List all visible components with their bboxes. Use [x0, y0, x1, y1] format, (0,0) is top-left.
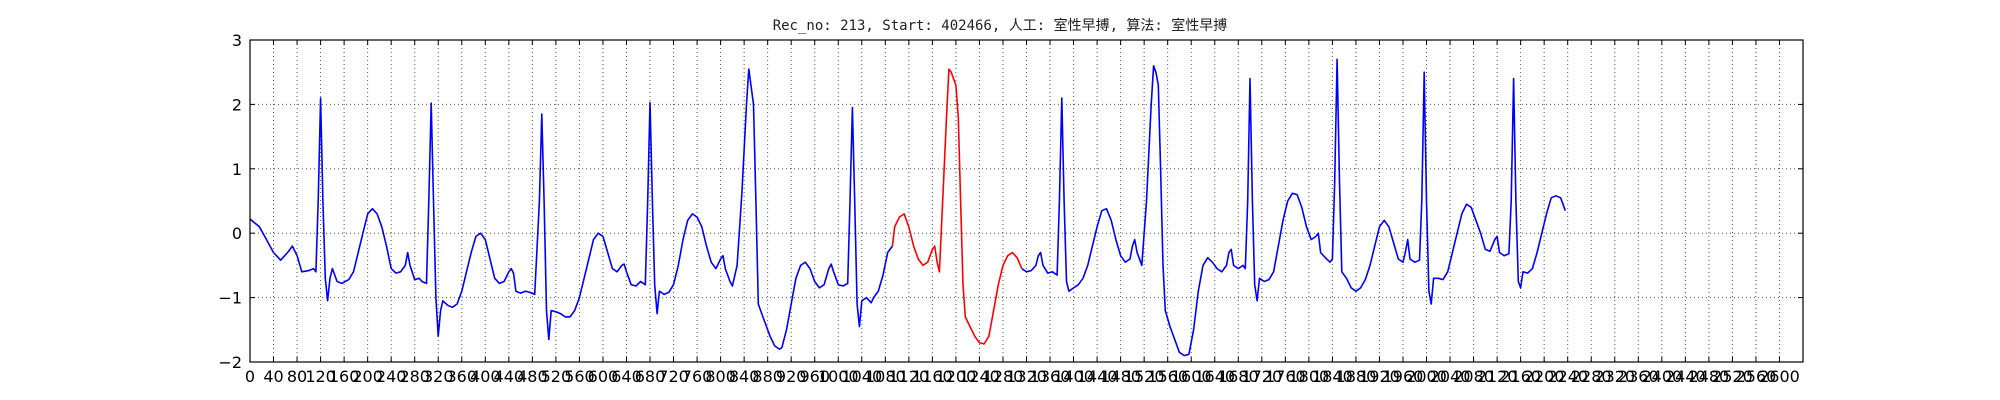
x-tick-label: 40	[263, 367, 283, 386]
x-tick-label: 960	[799, 367, 830, 386]
x-tick-label: 1160	[912, 367, 953, 386]
x-tick-label: 760	[682, 367, 713, 386]
x-tick-label: 1920	[1359, 367, 1400, 386]
chart-title: Rec_no: 213, Start: 402466, 人工: 室性早搏, 算法…	[773, 17, 1228, 34]
x-tick-label: 2520	[1712, 367, 1753, 386]
x-tick-label: 1000	[818, 367, 859, 386]
x-tick-label: 2160	[1500, 367, 1541, 386]
x-tick-label: 2120	[1477, 367, 1518, 386]
y-tick-label: −2	[218, 353, 242, 372]
x-tick-label: 400	[470, 367, 501, 386]
x-tick-label: 320	[423, 367, 454, 386]
x-tick-label: 2600	[1759, 367, 1800, 386]
x-tick-label: 560	[564, 367, 595, 386]
x-tick-label: 1400	[1053, 367, 1094, 386]
x-tick-label: 160	[329, 367, 360, 386]
x-tick-label: 1480	[1100, 367, 1141, 386]
x-tick-label: 2040	[1430, 367, 1471, 386]
x-tick-label: 680	[635, 367, 666, 386]
x-tick-label: 640	[611, 367, 642, 386]
x-tick-label: 1240	[959, 367, 1000, 386]
x-tick-label: 1280	[983, 367, 1024, 386]
x-tick-label: 1760	[1265, 367, 1306, 386]
x-tick-label: 2280	[1571, 367, 1612, 386]
y-tick-label: 1	[232, 160, 242, 179]
x-tick-label: 800	[705, 367, 736, 386]
y-tick-label: 3	[232, 31, 242, 50]
series-line-2	[1021, 58, 1567, 357]
x-tick-label: 1880	[1336, 367, 1377, 386]
x-tick-label: 1440	[1077, 367, 1118, 386]
x-tick-label: 2200	[1524, 367, 1565, 386]
y-tick-label: 0	[232, 224, 242, 243]
x-tick-label: 2440	[1665, 367, 1706, 386]
x-tick-label: 120	[305, 367, 336, 386]
x-tick-label: 2560	[1736, 367, 1777, 386]
x-tick-label: 1520	[1124, 367, 1165, 386]
x-tick-label: 1640	[1194, 367, 1235, 386]
x-tick-label: 2480	[1689, 367, 1730, 386]
x-tick-label: 600	[588, 367, 619, 386]
x-tick-label: 200	[352, 367, 383, 386]
x-tick-label: 1560	[1147, 367, 1188, 386]
x-tick-label: 280	[399, 367, 430, 386]
x-tick-label: 240	[376, 367, 407, 386]
x-tick-label: 520	[541, 367, 572, 386]
axis-ticks: −2 −1 0 1 2 3 0 40 80120160200240280320360400440…	[218, 31, 1803, 386]
x-tick-label: 1680	[1218, 367, 1259, 386]
x-tick-label: 360	[446, 367, 477, 386]
x-tick-label: 440	[494, 367, 525, 386]
x-tick-label: 2240	[1547, 367, 1588, 386]
x-tick-label: 1600	[1171, 367, 1212, 386]
y-tick-label: 2	[232, 95, 242, 114]
x-tick-label: 1840	[1312, 367, 1353, 386]
x-tick-label: 840	[729, 367, 760, 386]
y-tick-label: −1	[218, 289, 242, 308]
x-tick-label: 1200	[936, 367, 977, 386]
x-tick-label: 2080	[1453, 367, 1494, 386]
x-tick-label: 920	[776, 367, 807, 386]
x-tick-label: 2320	[1594, 367, 1635, 386]
x-tick-label: 1120	[888, 367, 929, 386]
x-tick-label: 880	[752, 367, 783, 386]
series-lines	[249, 58, 1567, 357]
x-tick-label: 1960	[1383, 367, 1424, 386]
x-tick-label: 1720	[1241, 367, 1282, 386]
x-tick-label: 2360	[1618, 367, 1659, 386]
x-tick-label: 0	[245, 367, 255, 386]
x-tick-label: 1320	[1006, 367, 1047, 386]
plot-frame	[249, 39, 1804, 363]
series-line-1	[891, 68, 1023, 345]
x-tick-label: 2400	[1641, 367, 1682, 386]
x-tick-label: 1040	[841, 367, 882, 386]
x-tick-label: 1080	[865, 367, 906, 386]
x-tick-label: 80	[287, 367, 307, 386]
x-tick-label: 1360	[1030, 367, 1071, 386]
x-tick-label: 1800	[1289, 367, 1330, 386]
x-tick-label: 720	[658, 367, 689, 386]
x-tick-label: 480	[517, 367, 548, 386]
x-tick-label: 2000	[1406, 367, 1447, 386]
series-line-0	[249, 68, 894, 350]
grid-lines	[250, 40, 1803, 362]
